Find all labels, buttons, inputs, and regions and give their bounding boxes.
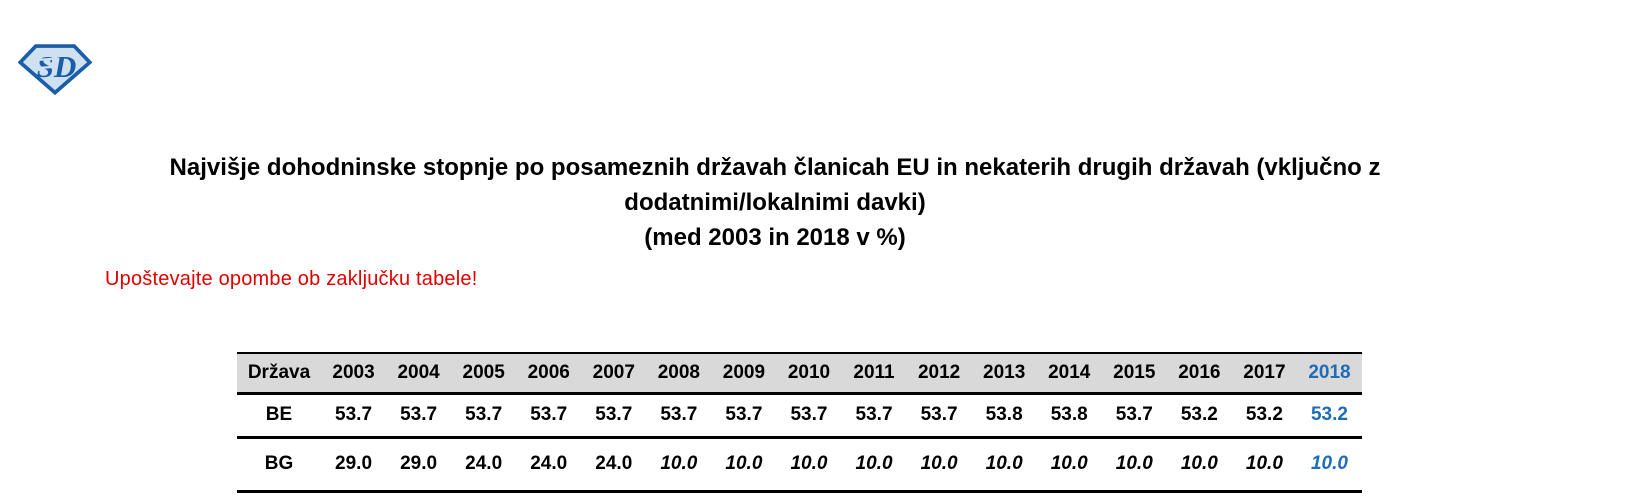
rate-be-2014: 53.8	[1050, 404, 1088, 425]
rate-be-2004: 53.7	[400, 404, 438, 425]
rate-bg-2016: 10.0	[1180, 453, 1218, 474]
country-code-bg: BG	[264, 453, 294, 474]
table-row-be: BE 53.7 53.7 53.7 53.7 53.7 53.7 53.7 53.7 53.7 53…	[237, 393, 1362, 437]
rate-be-2007: 53.7	[595, 404, 633, 425]
table-header: Država 2003 2004 2005 2006 2007 2008 2009 2010 20…	[237, 353, 1362, 393]
rate-be-2015: 53.7	[1115, 404, 1153, 425]
table-body: BE 53.7 53.7 53.7 53.7 53.7 53.7 53.7 53.7 53.7 53…	[237, 393, 1362, 491]
rate-bg-2003: 29.0	[335, 453, 373, 474]
rate-bg-2014: 10.0	[1050, 453, 1088, 474]
column-header-country: Država	[247, 361, 311, 383]
column-header-year-2005: 2005	[462, 361, 505, 383]
page-title: Najvišje dohodninske stopnje po posamezn…	[60, 150, 1490, 255]
column-header-year-2010: 2010	[787, 361, 831, 383]
rate-bg-2015: 10.0	[1115, 453, 1153, 474]
rate-bg-2013: 10.0	[985, 453, 1023, 474]
rate-be-2008: 53.7	[660, 404, 698, 425]
column-header-year-2012: 2012	[917, 361, 961, 383]
sd-diamond-logo: SD	[17, 43, 93, 96]
rate-bg-2017: 10.0	[1245, 453, 1283, 474]
rate-be-2009: 53.7	[725, 404, 763, 425]
rate-bg-2009: 10.0	[725, 453, 763, 474]
column-header-year-2013: 2013	[983, 361, 1026, 383]
table-header-row: Država 2003 2004 2005 2006 2007 2008 2009 2010 20…	[237, 353, 1362, 393]
rate-be-2017: 53.2	[1245, 404, 1283, 425]
column-header-year-2016: 2016	[1178, 361, 1221, 383]
rate-bg-2011: 10.0	[855, 453, 893, 474]
column-header-year-2008: 2008	[657, 361, 700, 383]
rate-bg-2004: 29.0	[400, 453, 438, 474]
page-title-line2: dodatnimi/lokalnimi davki)	[624, 189, 926, 216]
column-header-year-2011: 2011	[853, 361, 895, 383]
rate-be-2013: 53.8	[985, 404, 1023, 425]
rate-bg-2008: 10.0	[660, 453, 698, 474]
rate-bg-2005: 24.0	[465, 453, 503, 474]
rate-be-2012: 53.7	[920, 404, 958, 425]
rate-bg-2007: 24.0	[595, 453, 633, 474]
column-header-year-2017: 2017	[1243, 361, 1286, 383]
rate-be-2006: 53.7	[530, 404, 568, 425]
tax-rates-table: Država 2003 2004 2005 2006 2007 2008 2009 2010 20…	[237, 352, 1362, 493]
rate-bg-2012: 10.0	[920, 453, 958, 474]
column-header-year-2003: 2003	[332, 361, 375, 383]
table-row-bg: BG 29.0 29.0 24.0 24.0 24.0 10.0 10.0 10.0 10.0 10…	[237, 437, 1362, 491]
column-header-year-2014: 2014	[1048, 361, 1091, 383]
country-code-be: BE	[265, 404, 293, 425]
column-header-year-2006: 2006	[527, 361, 570, 383]
rate-be-2005: 53.7	[465, 404, 503, 425]
column-header-year-2007: 2007	[592, 361, 635, 383]
column-header-year-2009: 2009	[722, 361, 766, 383]
column-header-year-2015: 2015	[1113, 361, 1156, 383]
rate-bg-2018: 10.0	[1310, 453, 1348, 474]
rate-be-2016: 53.2	[1180, 404, 1218, 425]
diamond-icon: SD	[17, 44, 93, 96]
page-title-line3: (med 2003 in 2018 v %)	[644, 224, 906, 251]
rate-be-2003: 53.7	[335, 404, 373, 425]
column-header-year-2018: 2018	[1308, 361, 1351, 383]
rate-be-2011: 53.7	[855, 404, 893, 425]
rate-be-2018: 53.2	[1310, 404, 1348, 425]
rate-bg-2006: 24.0	[530, 453, 568, 474]
column-header-year-2004: 2004	[397, 361, 440, 383]
rate-bg-2010: 10.0	[790, 453, 828, 474]
page-title-line1: Najvišje dohodninske stopnje po posamezn…	[169, 154, 1381, 181]
rate-be-2010: 53.7	[790, 404, 828, 425]
warning-note: Upoštevajte opombe ob zaključku tabele!	[105, 268, 478, 290]
